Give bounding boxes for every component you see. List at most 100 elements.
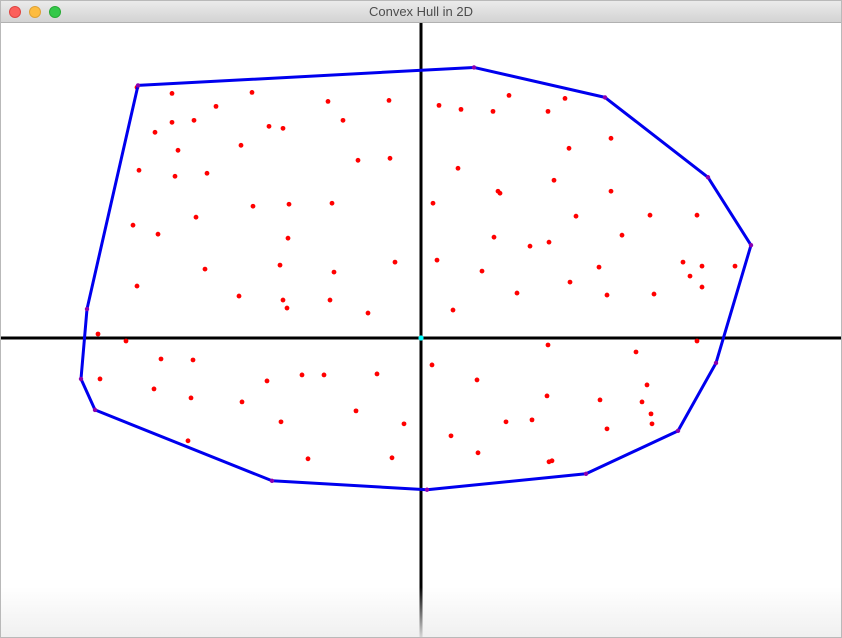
- data-point: [327, 297, 333, 303]
- data-point: [353, 408, 359, 414]
- data-point: [648, 411, 654, 417]
- data-point: [436, 102, 442, 108]
- data-point: [455, 165, 461, 171]
- data-point: [732, 263, 738, 269]
- data-point: [633, 349, 639, 355]
- hull-vertex: [471, 65, 477, 70]
- data-point: [651, 291, 657, 297]
- data-point: [204, 170, 210, 176]
- data-point: [172, 173, 178, 179]
- data-point: [551, 177, 557, 183]
- data-point: [305, 456, 311, 462]
- data-point: [285, 235, 291, 241]
- hull-vertex: [675, 428, 681, 434]
- data-point: [562, 95, 568, 101]
- data-point: [193, 214, 199, 220]
- data-point: [325, 98, 331, 104]
- data-point: [567, 279, 573, 285]
- data-point: [546, 239, 552, 245]
- data-point: [202, 266, 208, 272]
- data-point: [649, 421, 655, 427]
- data-point: [604, 426, 610, 432]
- data-point: [474, 377, 480, 383]
- data-point: [130, 222, 136, 228]
- close-window-button[interactable]: [9, 6, 21, 18]
- hull-vertex: [424, 487, 430, 492]
- data-point: [608, 188, 614, 194]
- data-point: [429, 362, 435, 368]
- data-point: [450, 307, 456, 313]
- data-point: [639, 399, 645, 405]
- data-point: [277, 262, 283, 268]
- data-point: [448, 433, 454, 439]
- data-point: [95, 331, 101, 337]
- hull-vertex: [92, 407, 98, 413]
- data-point: [286, 201, 292, 207]
- data-point: [458, 106, 464, 112]
- data-point: [264, 378, 270, 384]
- data-point: [250, 203, 256, 209]
- data-point: [491, 234, 497, 240]
- data-point: [529, 417, 535, 423]
- data-point: [514, 290, 520, 296]
- data-point: [278, 419, 284, 425]
- data-point: [430, 200, 436, 206]
- data-point: [123, 338, 129, 344]
- data-point: [544, 393, 550, 399]
- data-point: [340, 117, 346, 123]
- data-point: [136, 167, 142, 173]
- data-point: [680, 259, 686, 265]
- data-point: [387, 155, 393, 161]
- origin-point: [418, 335, 424, 341]
- data-point: [545, 342, 551, 348]
- data-point: [374, 371, 380, 377]
- data-point: [152, 129, 158, 135]
- data-point: [191, 117, 197, 123]
- data-point: [608, 135, 614, 141]
- convex-hull-plot: [1, 23, 841, 637]
- data-point: [185, 438, 191, 444]
- hull-vertex: [713, 360, 719, 366]
- window-title: Convex Hull in 2D: [368, 4, 474, 19]
- data-point: [644, 382, 650, 388]
- zoom-window-button[interactable]: [49, 6, 61, 18]
- data-point: [155, 231, 161, 237]
- hull-vertex: [269, 478, 275, 483]
- data-point: [389, 455, 395, 461]
- hull-vertex: [84, 306, 90, 312]
- data-point: [175, 147, 181, 153]
- title-bar[interactable]: Convex Hull in 2D: [1, 1, 841, 23]
- data-point: [479, 268, 485, 274]
- data-point: [596, 264, 602, 270]
- data-point: [699, 263, 705, 269]
- data-point: [151, 386, 157, 392]
- minimize-window-button[interactable]: [29, 6, 41, 18]
- data-point: [475, 450, 481, 456]
- data-point: [169, 90, 175, 96]
- hull-vertex: [583, 471, 589, 476]
- hull-vertex: [748, 242, 754, 248]
- data-point: [284, 305, 290, 311]
- data-point: [236, 293, 242, 299]
- data-point: [386, 97, 392, 103]
- data-point: [566, 145, 572, 151]
- data-point: [597, 397, 603, 403]
- data-point: [392, 259, 398, 265]
- data-point: [527, 243, 533, 249]
- data-point: [280, 297, 286, 303]
- hull-vertex: [705, 175, 711, 180]
- data-point: [490, 108, 496, 114]
- data-point: [503, 419, 509, 425]
- data-point: [647, 212, 653, 218]
- data-point: [687, 273, 693, 279]
- convex-hull-outline: [79, 65, 753, 492]
- data-point: [331, 269, 337, 275]
- data-point: [694, 212, 700, 218]
- data-point: [134, 283, 140, 289]
- data-point: [249, 90, 255, 95]
- data-point: [299, 372, 305, 378]
- hull-vertex: [602, 95, 608, 100]
- plot-canvas[interactable]: [1, 23, 841, 637]
- data-point: [604, 292, 610, 298]
